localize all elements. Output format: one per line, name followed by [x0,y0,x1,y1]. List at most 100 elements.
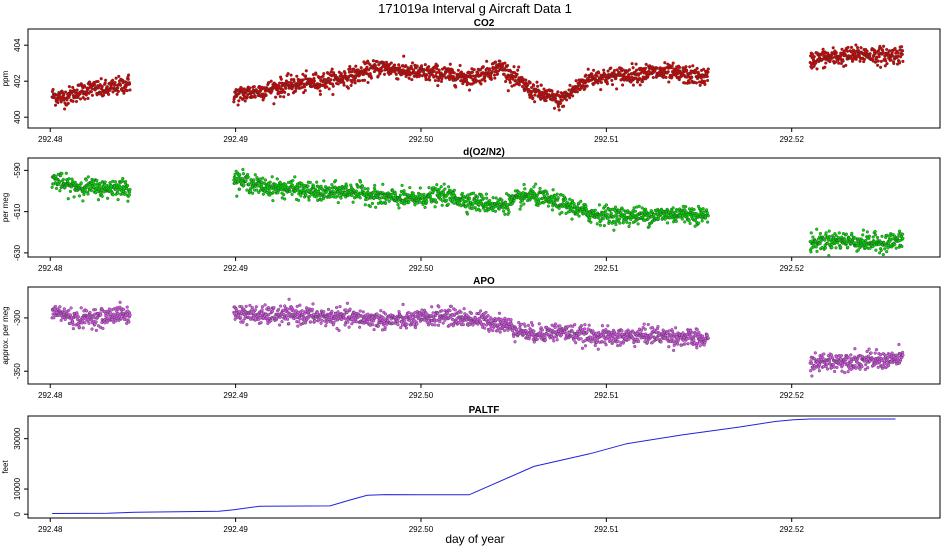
data-point [288,189,292,194]
data-point [697,221,701,225]
data-point [586,67,590,71]
data-point [826,51,830,55]
data-point [58,189,62,193]
data-point [373,189,377,193]
data-point [527,88,531,92]
data-point [334,179,338,183]
data-point [451,191,455,195]
data-point [873,233,878,237]
data-point [300,309,304,313]
data-point [315,180,319,184]
data-point [693,224,697,228]
data-point [351,200,355,204]
data-point [304,74,308,78]
data-point [345,310,349,315]
data-point [236,103,240,107]
data-point [879,248,883,252]
data-point [703,82,707,86]
data-point [477,311,481,315]
data-point [56,101,60,105]
data-point [579,199,583,203]
data-point [331,84,335,88]
data-point [285,307,289,311]
data-point [272,306,276,310]
data-point [232,100,236,104]
data-point [873,229,877,234]
data-point [403,202,407,206]
data-point [338,305,342,309]
data-point [63,317,67,321]
data-point [512,65,516,69]
data-point [393,63,397,67]
data-point [605,212,609,216]
data-point [488,198,492,203]
data-point [111,193,115,197]
data-point [336,82,340,86]
data-point [126,199,130,203]
data-point [441,321,445,325]
data-point [488,67,492,71]
data-point [64,90,68,94]
data-point [125,321,129,325]
data-point [557,206,561,210]
data-point [385,322,389,326]
data-point [286,317,290,321]
data-point [371,59,375,63]
data-point [853,236,857,240]
data-point [509,318,513,322]
data-point [491,208,495,213]
data-point [809,250,813,254]
data-point [322,179,326,183]
panel-title: APO [473,276,495,287]
data-point [330,313,334,317]
y-tick-label: -590 [13,162,22,179]
data-point [283,197,287,201]
data-point [880,234,884,238]
data-point [517,83,521,87]
data-point [50,185,54,189]
data-point [353,81,357,85]
data-point [618,221,622,225]
data-point [358,309,362,313]
y-tick-label: -630 [13,244,22,261]
data-point [532,185,536,189]
data-point [834,60,838,64]
data-point [607,219,612,223]
data-point [477,316,481,320]
data-point [876,63,880,67]
data-point [299,194,303,198]
data-point [126,184,130,188]
data-point [280,320,284,324]
data-point [461,323,465,327]
data-point [415,322,419,326]
data-point [104,78,108,82]
data-point [263,178,268,182]
data-point [68,189,72,193]
data-point [368,63,372,67]
data-point [556,196,560,200]
data-point [301,78,305,82]
data-point [375,60,379,64]
data-point [868,52,872,56]
data-point [480,194,484,198]
data-point [428,78,432,82]
data-point [472,68,476,72]
data-point [614,222,618,227]
data-point [361,184,365,188]
data-point [861,228,865,232]
data-point [519,204,523,208]
data-point [282,193,286,197]
data-point [499,317,503,321]
data-point [883,247,887,251]
data-point [551,188,555,192]
x-tick-label: 292.48 [38,391,63,400]
data-point [441,191,446,195]
data-point [691,64,695,68]
data-point [113,180,117,184]
data-point [518,207,522,211]
data-point [87,321,91,325]
data-point [537,197,541,201]
y-tick-label: -610 [13,203,22,220]
data-point [269,319,273,323]
series-points [50,73,132,111]
